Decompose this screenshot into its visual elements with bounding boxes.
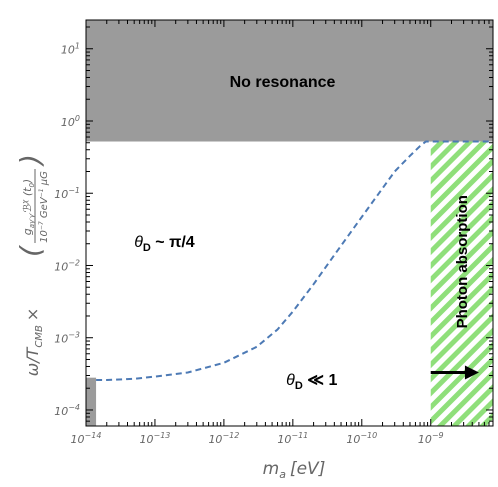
svg-text:gaγ′γ′ℬχ (t0): gaγ′γ′ℬχ (t0) xyxy=(21,179,36,235)
y-tick-label: 10−4 xyxy=(54,403,80,418)
region-small-corner xyxy=(86,377,97,426)
y-tick-label: 101 xyxy=(61,42,80,57)
y-axis-title: ω/TCMB× ( gaγ′γ′ℬχ (t0) 10−7 GeV−1 μG ) xyxy=(14,154,50,376)
x-tick-label: 10−12 xyxy=(208,431,239,446)
series-line-0 xyxy=(96,140,493,381)
svg-text:ω/TCMB×: ω/TCMB× xyxy=(23,308,45,376)
region-no-resonance xyxy=(86,20,493,142)
svg-text:(: ( xyxy=(14,245,47,257)
x-tick-label: 10−11 xyxy=(277,431,308,446)
region-label-no-resonance: No resonance xyxy=(230,74,336,91)
x-tick-label: 10−10 xyxy=(346,431,377,446)
y-tick-label: 10−1 xyxy=(54,186,80,201)
arrow-head xyxy=(464,365,479,380)
series-layer xyxy=(96,140,493,381)
y-tick-label: 10−3 xyxy=(54,331,80,346)
shaded-regions xyxy=(86,20,493,426)
svg-text:10−7 GeV−1 μG: 10−7 GeV−1 μG xyxy=(38,171,50,243)
annotation-theta-large: θD ~ π/4 xyxy=(134,234,195,254)
x-tick-label: 10−14 xyxy=(71,431,102,446)
ticks-layer xyxy=(85,20,494,427)
y-tick-label: 10−2 xyxy=(54,258,80,273)
x-tick-label: 10−13 xyxy=(140,431,171,446)
region-label-photon-absorption: Photon absorption xyxy=(454,195,471,328)
x-tick-label: 10−9 xyxy=(418,431,444,446)
annotation-theta-small: θD ≪ 1 xyxy=(286,372,337,392)
y-tick-label: 100 xyxy=(61,114,80,129)
labels-layer: 10−14 10−13 10−12 10−11 10−10 10−9 101 100 10−1 1… xyxy=(54,42,479,446)
x-axis-title: ma [eV] xyxy=(263,459,326,481)
svg-text:): ) xyxy=(14,154,47,167)
region-photon-absorption xyxy=(430,141,493,426)
